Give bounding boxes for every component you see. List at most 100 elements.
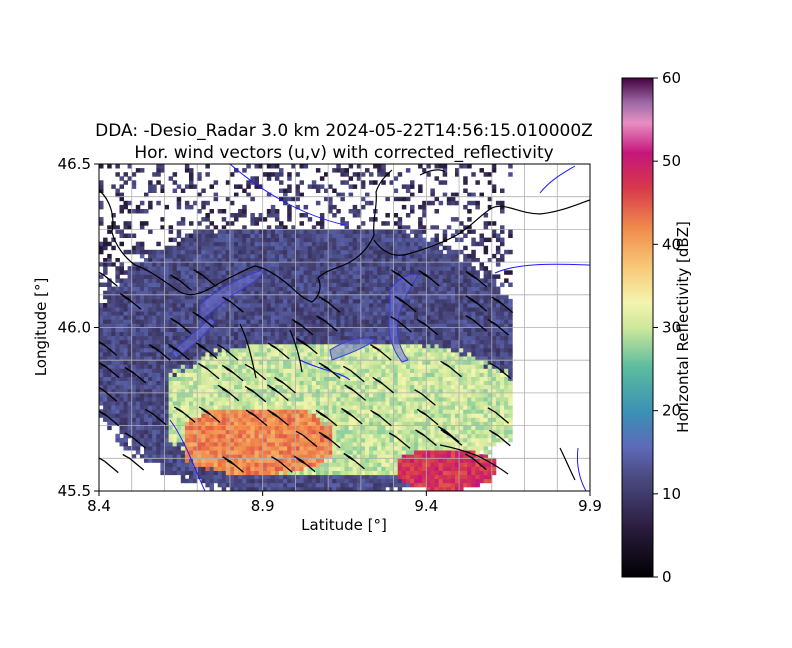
reflectivity-cell [250, 458, 255, 463]
reflectivity-cell [307, 249, 313, 255]
reflectivity-cell [107, 164, 112, 169]
reflectivity-cell [389, 433, 394, 439]
reflectivity-cell [340, 368, 345, 373]
reflectivity-cell [389, 421, 394, 426]
reflectivity-cell [410, 413, 415, 418]
reflectivity-cell [262, 482, 268, 488]
reflectivity-cell [217, 356, 223, 361]
reflectivity-cell [258, 311, 264, 316]
reflectivity-cell [373, 229, 378, 234]
reflectivity-cell [377, 409, 382, 414]
reflectivity-cell [205, 446, 210, 451]
reflectivity-cell [369, 458, 374, 463]
reflectivity-cell [254, 425, 259, 431]
reflectivity-cell [123, 425, 128, 431]
reflectivity-cell [340, 433, 345, 439]
reflectivity-cell [164, 307, 169, 312]
reflectivity-cell [360, 486, 366, 491]
reflectivity-cell [238, 241, 243, 247]
reflectivity-cell [262, 258, 268, 263]
reflectivity-cell [307, 303, 313, 308]
reflectivity-cell [103, 405, 108, 410]
reflectivity-cell [176, 392, 182, 398]
reflectivity-cell [307, 217, 313, 222]
reflectivity-cell [410, 204, 415, 210]
reflectivity-cell [405, 368, 411, 373]
reflectivity-cell [99, 319, 104, 324]
reflectivity-cell [344, 466, 349, 471]
reflectivity-cell [365, 323, 370, 328]
reflectivity-cell [324, 352, 329, 357]
reflectivity-cell [303, 229, 309, 234]
reflectivity-cell [352, 298, 358, 304]
reflectivity-cell [123, 380, 128, 386]
reflectivity-cell [393, 360, 399, 365]
reflectivity-cell [414, 466, 419, 471]
reflectivity-cell [225, 233, 231, 238]
reflectivity-cell [270, 474, 276, 480]
reflectivity-cell [107, 303, 112, 308]
reflectivity-cell [156, 339, 161, 345]
reflectivity-cell [393, 429, 399, 435]
reflectivity-cell [369, 356, 374, 361]
reflectivity-cell [258, 241, 264, 247]
reflectivity-cell [279, 323, 284, 328]
reflectivity-cell [193, 294, 198, 300]
reflectivity-cell [414, 360, 419, 365]
reflectivity-cell [164, 417, 169, 422]
reflectivity-cell [172, 258, 178, 263]
reflectivity-cell [373, 446, 378, 451]
reflectivity-cell [295, 229, 300, 234]
reflectivity-cell [332, 470, 337, 476]
reflectivity-cell [401, 241, 407, 247]
reflectivity-cell [172, 323, 178, 328]
reflectivity-cell [123, 437, 128, 443]
reflectivity-cell [258, 482, 264, 488]
reflectivity-cell [299, 221, 304, 226]
reflectivity-cell [311, 413, 317, 418]
reflectivity-cell [229, 347, 235, 353]
reflectivity-cell [184, 298, 190, 304]
reflectivity-cell [287, 229, 292, 234]
reflectivity-cell [168, 405, 174, 410]
reflectivity-cell [352, 229, 358, 234]
reflectivity-cell [291, 307, 296, 312]
reflectivity-cell [328, 343, 333, 349]
reflectivity-cell [172, 401, 178, 406]
reflectivity-cell [319, 266, 325, 271]
reflectivity-cell [217, 229, 223, 234]
reflectivity-cell [336, 294, 341, 300]
reflectivity-cell [254, 180, 259, 185]
reflectivity-cell [160, 303, 165, 308]
reflectivity-cell [303, 347, 309, 353]
reflectivity-cell [193, 307, 198, 312]
reflectivity-cell [168, 335, 174, 341]
reflectivity-cell [127, 315, 133, 320]
reflectivity-cell [397, 466, 403, 471]
reflectivity-cell [287, 278, 292, 283]
reflectivity-cell [377, 335, 382, 341]
reflectivity-cell [283, 372, 288, 377]
reflectivity-cell [328, 311, 333, 316]
reflectivity-cell [344, 327, 349, 332]
reflectivity-cell [144, 192, 149, 198]
reflectivity-cell [148, 388, 153, 394]
reflectivity-cell [352, 274, 358, 279]
reflectivity-cell [139, 347, 145, 353]
reflectivity-cell [311, 282, 317, 287]
reflectivity-cell [225, 258, 231, 263]
reflectivity-cell [189, 204, 194, 210]
reflectivity-cell [250, 303, 255, 308]
reflectivity-cell [270, 466, 276, 471]
reflectivity-cell [348, 454, 354, 459]
reflectivity-cell [225, 405, 231, 410]
reflectivity-cell [356, 323, 362, 328]
reflectivity-cell [221, 303, 227, 308]
reflectivity-cell [401, 376, 407, 381]
reflectivity-cell [266, 290, 272, 296]
reflectivity-cell [283, 229, 288, 234]
reflectivity-cell [401, 405, 407, 410]
reflectivity-cell [156, 319, 161, 324]
reflectivity-cell [356, 298, 362, 304]
reflectivity-cell [291, 266, 296, 271]
